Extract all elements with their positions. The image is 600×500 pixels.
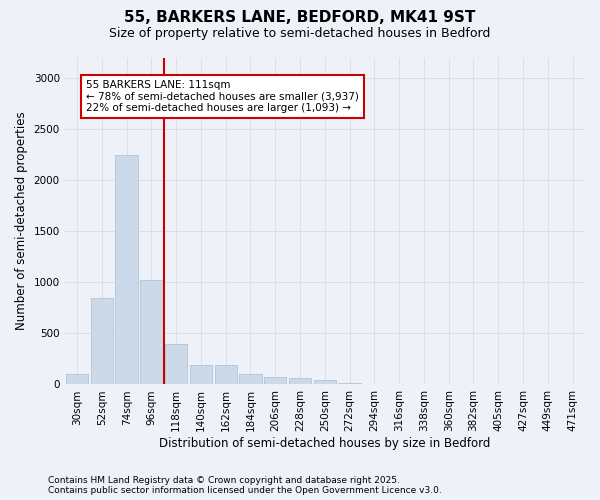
- Y-axis label: Number of semi-detached properties: Number of semi-detached properties: [15, 112, 28, 330]
- Bar: [264, 378, 286, 384]
- Bar: [314, 380, 336, 384]
- Bar: [91, 298, 113, 384]
- Bar: [66, 374, 88, 384]
- Text: Size of property relative to semi-detached houses in Bedford: Size of property relative to semi-detach…: [109, 28, 491, 40]
- Bar: [215, 365, 237, 384]
- Bar: [115, 154, 138, 384]
- Text: Contains HM Land Registry data © Crown copyright and database right 2025.: Contains HM Land Registry data © Crown c…: [48, 476, 400, 485]
- Bar: [289, 378, 311, 384]
- X-axis label: Distribution of semi-detached houses by size in Bedford: Distribution of semi-detached houses by …: [159, 437, 491, 450]
- Bar: [239, 374, 262, 384]
- Bar: [338, 383, 361, 384]
- Bar: [140, 280, 163, 384]
- Text: 55 BARKERS LANE: 111sqm
← 78% of semi-detached houses are smaller (3,937)
22% of: 55 BARKERS LANE: 111sqm ← 78% of semi-de…: [86, 80, 359, 113]
- Bar: [165, 344, 187, 384]
- Bar: [190, 365, 212, 384]
- Text: Contains public sector information licensed under the Open Government Licence v3: Contains public sector information licen…: [48, 486, 442, 495]
- Text: 55, BARKERS LANE, BEDFORD, MK41 9ST: 55, BARKERS LANE, BEDFORD, MK41 9ST: [124, 10, 476, 25]
